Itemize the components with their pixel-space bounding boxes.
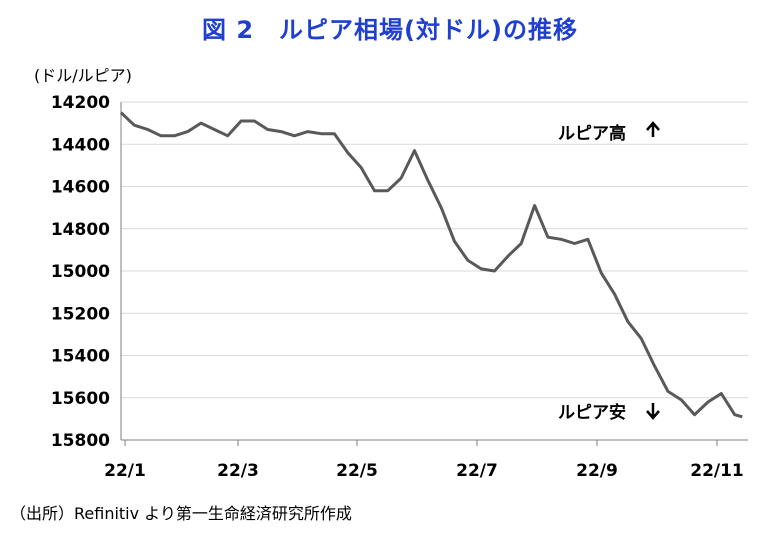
arrow-down-icon bbox=[646, 403, 660, 420]
y-tick-label: 14600 bbox=[51, 178, 110, 198]
x-tick-label: 22/7 bbox=[456, 461, 498, 481]
y-tick-label: 15400 bbox=[51, 347, 110, 367]
x-tick-label: 22/5 bbox=[336, 461, 378, 481]
arrow-up-icon bbox=[646, 121, 660, 137]
source-note: （出所）Refinitiv より第一生命経済研究所作成 bbox=[10, 504, 352, 523]
y-tick-label: 14400 bbox=[51, 135, 110, 155]
y-unit-label: (ドル/ルピア) bbox=[34, 66, 132, 85]
y-tick-label: 15800 bbox=[51, 431, 110, 451]
x-tick-label: 22/1 bbox=[104, 461, 146, 481]
y-tick-label: 14800 bbox=[51, 220, 110, 240]
series-line bbox=[119, 111, 743, 419]
annotation-rupiah-down: ルピア安 bbox=[558, 402, 626, 423]
chart-title: 図 2 ルピア相場(対ドル)の推移 bbox=[202, 16, 578, 44]
annotation-rupiah-up: ルピア高 bbox=[558, 123, 626, 144]
y-tick-label: 15200 bbox=[51, 304, 110, 324]
x-tick-label: 22/3 bbox=[217, 461, 259, 481]
x-tick-label: 22/11 bbox=[690, 461, 744, 481]
y-tick-label: 14200 bbox=[51, 93, 110, 113]
x-tick-label: 22/9 bbox=[576, 461, 618, 481]
y-tick-label: 15600 bbox=[51, 389, 110, 409]
y-tick-label: 15000 bbox=[51, 262, 110, 282]
